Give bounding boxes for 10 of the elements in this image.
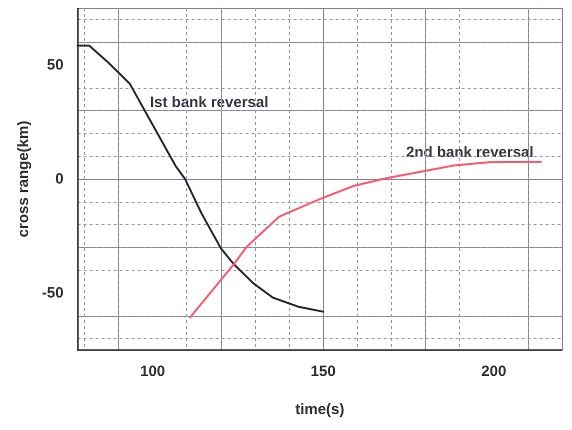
x-tick-label: 200 bbox=[481, 363, 506, 380]
x-tick-label: 150 bbox=[310, 363, 336, 380]
y-tick-label: 0 bbox=[55, 170, 64, 188]
annotation: Ist bank reversal bbox=[150, 94, 268, 111]
x-axis-title: time(s) bbox=[295, 401, 344, 418]
y-tick-label: -50 bbox=[42, 284, 64, 302]
y-tick-label: 50 bbox=[46, 56, 64, 74]
y-axis-title: cross range(km) bbox=[15, 120, 32, 238]
line-series bbox=[189, 160, 542, 318]
x-tick-label: 100 bbox=[140, 363, 166, 380]
